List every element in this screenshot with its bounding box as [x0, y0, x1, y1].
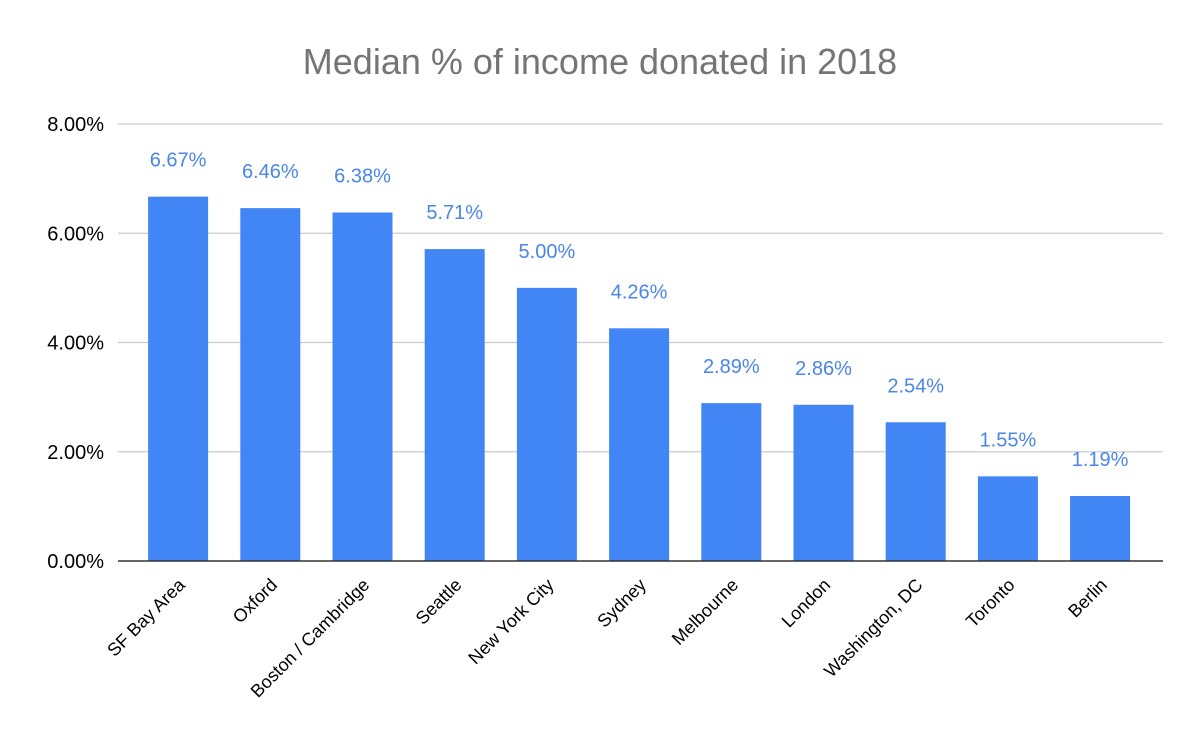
y-tick-label: 4.00% — [47, 333, 104, 355]
x-tick-label: Berlin — [1064, 575, 1111, 622]
bar — [424, 249, 485, 561]
data-labels: 6.67% 6.46% 6.38% 5.71% 5.00% 4.26% 2.89% 2.86%… — [150, 150, 1129, 471]
bar — [793, 404, 854, 561]
data-label: 2.54% — [887, 375, 944, 397]
data-label: 6.38% — [334, 165, 391, 187]
data-label: 6.67% — [150, 150, 207, 172]
data-label: 5.00% — [519, 241, 576, 263]
bar — [701, 403, 762, 561]
data-label: 2.89% — [703, 356, 760, 378]
chart-title: Median % of income donated in 2018 — [303, 41, 897, 82]
x-tick-label: SF Bay Area — [103, 574, 189, 660]
data-label: 5.71% — [426, 202, 483, 224]
x-tick-label: New York City — [464, 575, 557, 668]
x-tick-label: Oxford — [229, 575, 281, 627]
bars — [148, 196, 1131, 561]
data-label: 4.26% — [611, 281, 668, 303]
x-tick-label: Melbourne — [668, 575, 742, 649]
bar — [240, 208, 301, 561]
data-label: 6.46% — [242, 161, 299, 183]
bar — [885, 422, 946, 561]
bar — [609, 328, 670, 561]
x-tick-label: Washington, DC — [820, 575, 926, 681]
y-axis-tick-labels: 0.00% 2.00% 4.00% 6.00% 8.00% — [47, 114, 104, 573]
bar — [148, 196, 209, 561]
data-label: 1.19% — [1072, 449, 1129, 471]
x-tick-label: Toronto — [962, 575, 1019, 632]
data-label: 1.55% — [980, 429, 1037, 451]
bar — [332, 212, 393, 561]
y-tick-label: 8.00% — [47, 114, 104, 136]
y-tick-label: 6.00% — [47, 223, 104, 245]
bar — [1070, 495, 1131, 561]
data-label: 2.86% — [795, 358, 852, 380]
bar — [977, 476, 1038, 561]
x-tick-label: London — [778, 575, 835, 632]
y-tick-label: 0.00% — [47, 551, 104, 573]
y-tick-label: 2.00% — [47, 442, 104, 464]
bar — [516, 287, 577, 561]
x-tick-label: Seattle — [412, 575, 466, 629]
x-tick-label: Sydney — [593, 575, 650, 632]
